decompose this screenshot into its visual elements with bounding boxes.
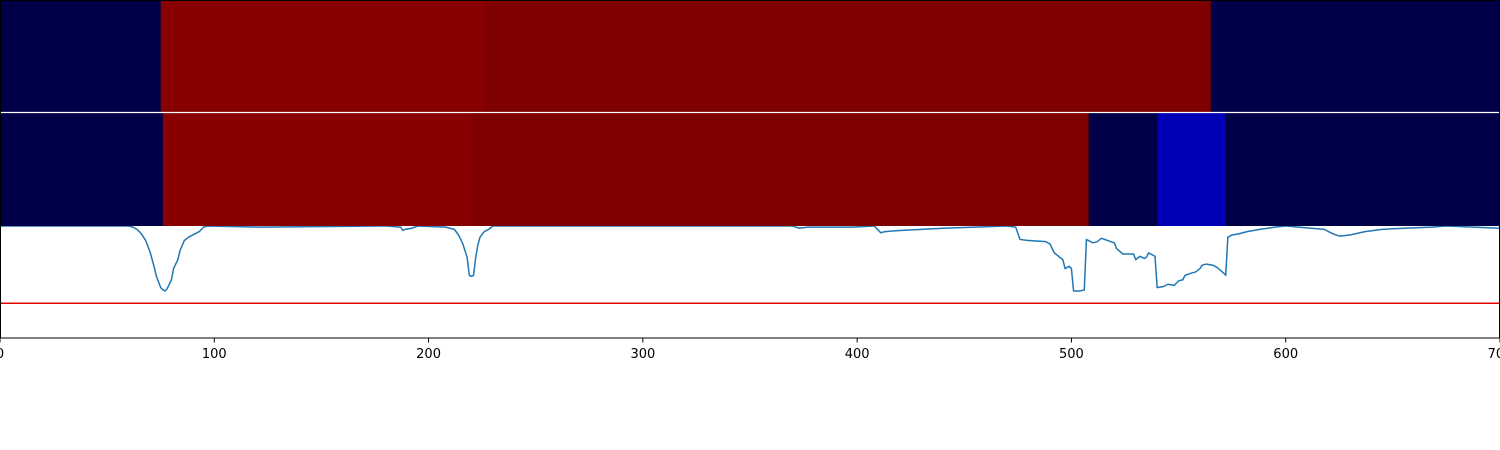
x-tick-label-200: 200 — [416, 347, 441, 362]
x-axis: 0 100 200 300 400 500 600 700 — [0, 338, 1500, 362]
x-tick-label-500: 500 — [1059, 347, 1084, 362]
line-plot-area — [0, 226, 1500, 338]
x-tick-label-300: 300 — [630, 347, 655, 362]
x-tick-label-700: 700 — [1488, 347, 1500, 362]
heatmap-2-cell-4 — [1157, 113, 1227, 226]
x-tick-label-400: 400 — [845, 347, 870, 362]
heatmap-1-cell-2 — [484, 0, 1212, 112]
heatmap-1-cell-0 — [0, 0, 162, 112]
heatmap-1-cell-3 — [1210, 0, 1500, 112]
heatmap-2-cell-0 — [0, 113, 164, 226]
line-plot — [0, 226, 1500, 338]
heatmap-2-cell-1 — [162, 113, 472, 226]
heatmap-2-cell-5 — [1225, 113, 1500, 226]
series-line-0 — [0, 226, 1500, 292]
x-tick-label-100: 100 — [202, 347, 227, 362]
heatmap-1-cell-1 — [160, 0, 485, 112]
heatmap-strip-2 — [0, 113, 1500, 226]
heatmap-strip-1 — [0, 0, 1500, 112]
x-tick-label-600: 600 — [1273, 347, 1298, 362]
heatmap-2-cell-3 — [1088, 113, 1158, 226]
x-tick-label-0: 0 — [0, 347, 4, 362]
heatmap-2-cell-2 — [471, 113, 1090, 226]
